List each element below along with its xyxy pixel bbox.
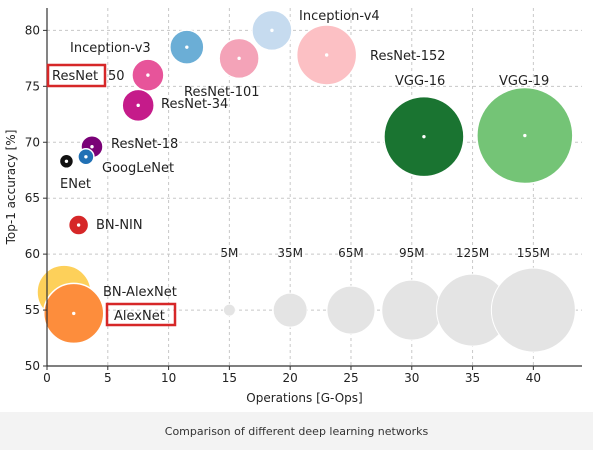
label-resnet-18: ResNet-18: [111, 137, 178, 152]
x-tick-label: 5: [104, 371, 112, 385]
bubble-center-dot: [72, 311, 76, 316]
legend-bubble: [490, 267, 576, 353]
x-tick-label: 40: [526, 371, 541, 385]
label-resnet-50-suffix: 50: [108, 69, 125, 84]
bubble-center-dot: [136, 103, 140, 108]
bubble-center-dot: [146, 73, 150, 77]
label-inception-v4: Inception-v4: [299, 9, 380, 24]
bubble-center-dot: [270, 28, 274, 33]
label-resnet-34: ResNet-34: [161, 97, 228, 112]
label-bn-nin: BN-NIN: [96, 218, 143, 233]
label-resnet-50-prefix: ResNet: [52, 69, 98, 84]
label-vgg-16: VGG-16: [395, 74, 445, 89]
label-googlenet: GoogLeNet: [102, 161, 174, 176]
y-tick-label: 65: [25, 191, 40, 205]
figure-caption: Comparison of different deep learning ne…: [164, 425, 429, 438]
bubble-center-dot: [422, 134, 426, 139]
legend-bubble: [381, 279, 443, 341]
legend-size-label: 95M: [399, 246, 425, 260]
label-bn-alexnet: BN-AlexNet: [103, 285, 177, 300]
x-tick-label: 30: [404, 371, 419, 385]
y-tick-label: 80: [25, 23, 40, 37]
label-resnet-152: ResNet-152: [370, 49, 446, 64]
bubble-center-dot: [90, 145, 94, 149]
y-tick-label: 50: [25, 359, 40, 373]
x-tick-label: 0: [43, 371, 51, 385]
label-vgg-19: VGG-19: [499, 74, 549, 89]
bubble-labels: Inception-v4Inception-v3ResNet-101ResNet…: [52, 9, 549, 324]
bubble-center-dot: [76, 223, 81, 227]
x-axis-label: Operations [G-Ops]: [246, 391, 362, 405]
x-tick-label: 20: [283, 371, 298, 385]
bubble-center-dot: [237, 56, 241, 61]
label-inception-v3: Inception-v3: [70, 41, 151, 56]
legend-bubble: [326, 285, 376, 335]
bubble-center-dot: [64, 159, 69, 163]
bubble-center-dot: [324, 53, 329, 57]
legend-bubble: [272, 292, 308, 328]
size-legend: 5M 35M 65M 95M 125M 155M: [220, 246, 576, 353]
highlight-box-resnet: [46, 63, 107, 88]
y-tick-label: 60: [25, 247, 40, 261]
highlight-box-alexnet: [105, 302, 177, 327]
legend-size-label: 65M: [338, 246, 364, 260]
y-axis-label: Top-1 accuracy [%]: [4, 130, 18, 246]
bubble-center-dot: [523, 133, 527, 138]
bubble-center-dot: [84, 155, 88, 159]
highlight-boxes: [46, 63, 177, 327]
legend-size-label: 5M: [220, 246, 238, 260]
caption-background: [0, 412, 593, 450]
label-resnet-101: ResNet-101: [184, 85, 260, 100]
bubbles: [36, 9, 574, 345]
x-tick-label: 15: [222, 371, 237, 385]
label-enet: ENet: [60, 177, 91, 192]
bubble-chart: 5M 35M 65M 95M 125M 155M 0 5 10 15 20 25 30 35 40 50 55…: [4, 8, 582, 405]
legend-size-label: 125M: [456, 246, 489, 260]
x-tick-label: 35: [465, 371, 480, 385]
y-tick-label: 75: [25, 79, 40, 93]
x-tick-label: 10: [161, 371, 176, 385]
legend-bubble: [222, 303, 236, 317]
y-tick-label: 70: [25, 135, 40, 149]
legend-size-label: 155M: [517, 246, 550, 260]
x-tick-label: 25: [343, 371, 358, 385]
y-tick-label: 55: [25, 303, 40, 317]
axes: 0 5 10 15 20 25 30 35 40 50 55 60 65 70 75 80 Operations…: [4, 8, 582, 405]
legend-size-label: 35M: [277, 246, 303, 260]
label-alexnet: AlexNet: [114, 309, 165, 324]
bubble-center-dot: [185, 45, 189, 49]
